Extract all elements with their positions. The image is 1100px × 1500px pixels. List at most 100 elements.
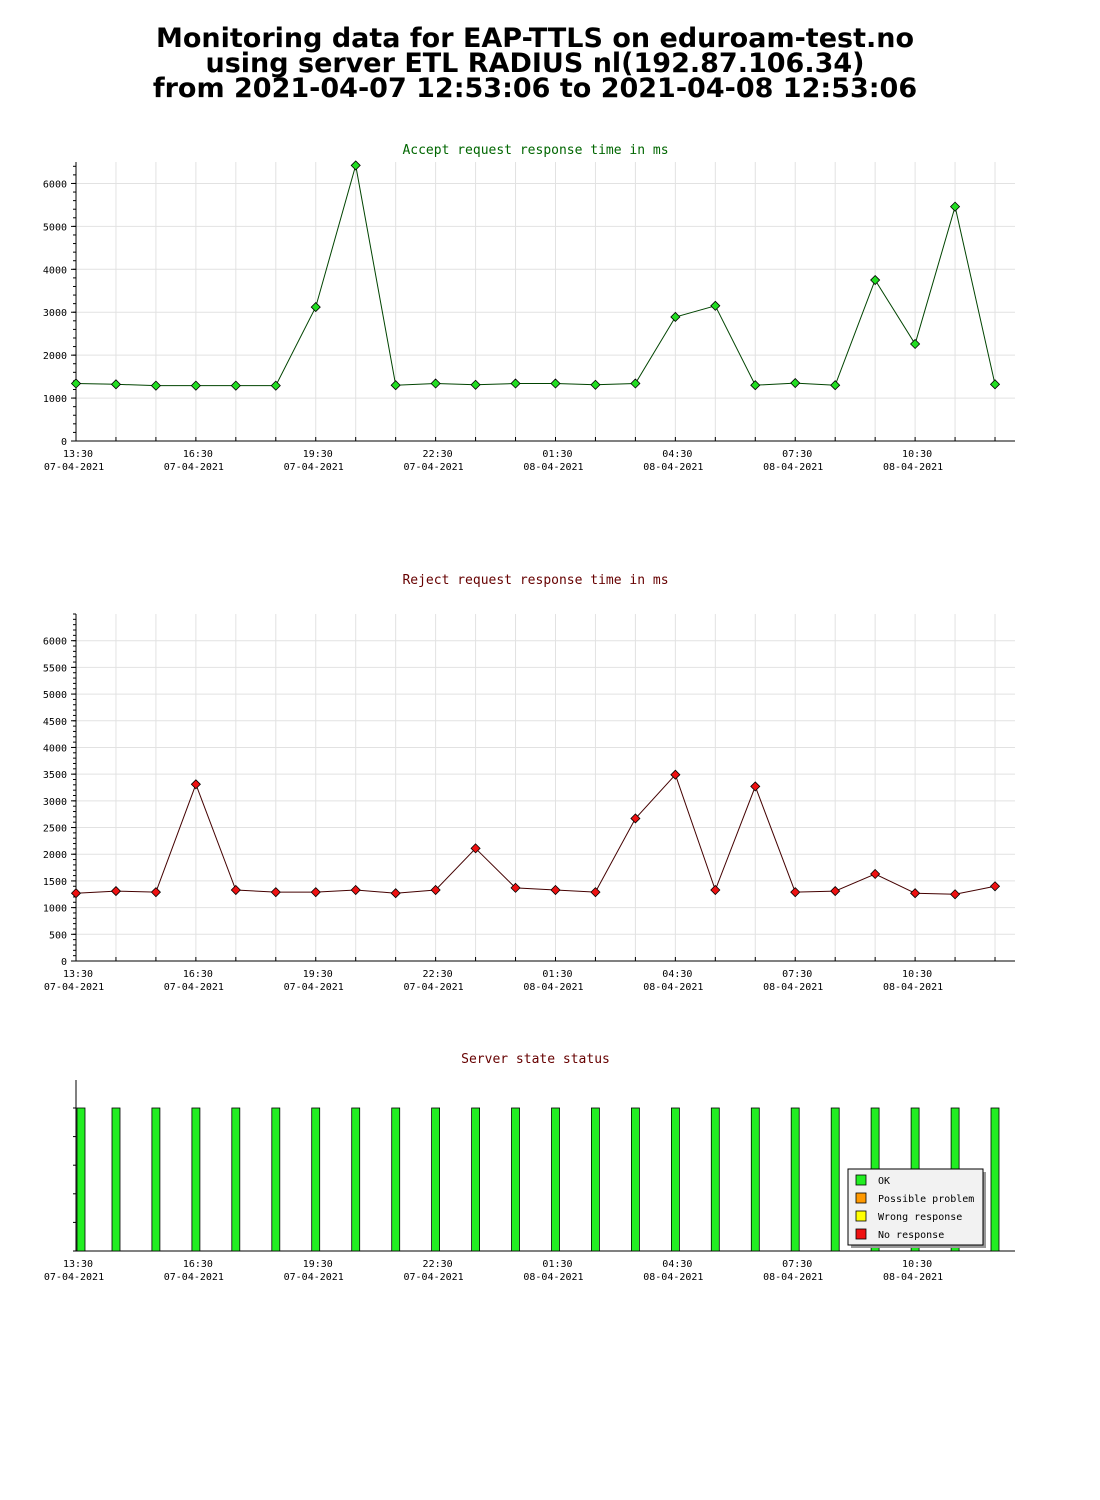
x-tick-label-date: 07-04-2021 xyxy=(284,462,344,473)
status-bar xyxy=(591,1107,600,1252)
data-point xyxy=(470,843,481,854)
title-line-2: using server ETL RADIUS nl(192.87.106.34… xyxy=(205,48,865,79)
data-point xyxy=(949,201,961,212)
data-point xyxy=(870,868,881,880)
y-tick-label: 2000 xyxy=(43,351,67,362)
x-tick-label-date: 07-04-2021 xyxy=(284,1272,344,1283)
x-tick-label-time: 13:30 xyxy=(63,969,93,980)
legend-label: OK xyxy=(878,1176,890,1187)
chart-title: Reject request response time in ms xyxy=(402,573,668,588)
x-tick-label-date: 08-04-2021 xyxy=(643,1272,703,1283)
data-point xyxy=(630,813,641,824)
legend-label: Possible problem xyxy=(878,1194,974,1205)
data-point xyxy=(430,378,441,389)
status-bar xyxy=(76,1107,86,1252)
x-tick-label-time: 07:30 xyxy=(782,969,812,980)
x-tick-label-time: 16:30 xyxy=(183,1259,213,1270)
x-tick-label-time: 10:30 xyxy=(902,969,932,980)
status-bar xyxy=(431,1107,441,1252)
y-tick-label: 3000 xyxy=(43,797,67,808)
x-tick-label-date: 08-04-2021 xyxy=(883,1272,943,1283)
data-point xyxy=(989,881,1001,892)
series-line xyxy=(75,773,996,895)
x-tick-label-date: 08-04-2021 xyxy=(643,982,703,993)
data-point xyxy=(70,378,82,389)
x-tick-label-date: 08-04-2021 xyxy=(763,1272,823,1283)
status-bar xyxy=(111,1107,121,1252)
x-tick-label-date: 07-04-2021 xyxy=(164,1272,224,1283)
data-point xyxy=(830,380,841,391)
y-tick-label: 500 xyxy=(49,930,67,941)
y-tick-label: 4000 xyxy=(43,265,67,276)
status-bar xyxy=(231,1107,241,1252)
status-bar xyxy=(311,1107,321,1252)
title-line-1: Monitoring data for EAP-TTLS on eduroam-… xyxy=(155,23,915,54)
data-point xyxy=(230,884,241,896)
data-point xyxy=(150,380,161,391)
x-tick-label-time: 04:30 xyxy=(662,449,692,460)
data-point xyxy=(230,380,241,391)
x-tick-label-date: 08-04-2021 xyxy=(643,462,703,473)
y-tick-label: 5500 xyxy=(43,663,67,674)
x-tick-label-time: 07:30 xyxy=(782,1259,812,1270)
y-tick-label: 3500 xyxy=(43,770,67,781)
status-bar xyxy=(710,1107,720,1252)
x-tick-label-time: 22:30 xyxy=(423,969,453,980)
data-point xyxy=(750,781,761,792)
x-tick-label-date: 07-04-2021 xyxy=(164,462,224,473)
data-point xyxy=(70,888,82,899)
y-tick-label: 6000 xyxy=(43,637,67,648)
status-bar xyxy=(351,1107,361,1252)
data-point xyxy=(110,886,122,897)
data-point xyxy=(710,884,721,896)
x-tick-label-time: 19:30 xyxy=(303,1259,333,1270)
x-tick-label-time: 13:30 xyxy=(63,449,93,460)
data-point xyxy=(550,884,561,896)
data-point xyxy=(989,379,1001,390)
data-point xyxy=(270,380,281,391)
y-tick-label: 4000 xyxy=(43,743,67,754)
y-tick-label: 1500 xyxy=(43,877,67,888)
data-point xyxy=(670,769,681,780)
data-point xyxy=(790,377,801,389)
data-point xyxy=(430,884,441,896)
status-bar xyxy=(830,1107,840,1252)
legend-swatch xyxy=(855,1192,867,1204)
status-bar xyxy=(631,1107,640,1252)
legend-label: Wrong response xyxy=(878,1212,962,1223)
x-tick-label-date: 08-04-2021 xyxy=(523,1272,583,1283)
y-tick-label: 5000 xyxy=(43,222,67,233)
chart-title: Server state status xyxy=(461,1052,610,1067)
x-tick-label-date: 07-04-2021 xyxy=(404,1272,464,1283)
y-tick-label: 6000 xyxy=(43,179,67,190)
series-line xyxy=(75,165,996,387)
x-tick-label-date: 08-04-2021 xyxy=(883,462,943,473)
x-tick-label-time: 22:30 xyxy=(423,1259,453,1270)
status-bar xyxy=(391,1107,401,1252)
x-tick-label-date: 08-04-2021 xyxy=(763,462,823,473)
y-tick-label: 1000 xyxy=(43,904,67,915)
x-tick-label-time: 04:30 xyxy=(662,1259,692,1270)
x-tick-label-date: 08-04-2021 xyxy=(883,982,943,993)
x-tick-label-time: 04:30 xyxy=(662,969,692,980)
status-bar xyxy=(790,1107,800,1252)
data-point xyxy=(310,302,321,313)
x-tick-label-time: 01:30 xyxy=(542,969,572,980)
title-line-3: from 2021-04-07 12:53:06 to 2021-04-08 1… xyxy=(152,73,918,104)
x-tick-label-time: 16:30 xyxy=(183,449,213,460)
data-point xyxy=(949,889,961,900)
x-tick-label-time: 19:30 xyxy=(303,969,333,980)
data-point xyxy=(710,300,721,311)
data-point xyxy=(910,888,921,899)
x-tick-label-date: 08-04-2021 xyxy=(523,462,583,473)
x-tick-label-time: 19:30 xyxy=(303,449,333,460)
x-tick-label-date: 07-04-2021 xyxy=(404,982,464,993)
data-point xyxy=(190,779,201,790)
status-bar xyxy=(511,1107,520,1252)
data-point xyxy=(510,882,521,893)
x-tick-label-date: 08-04-2021 xyxy=(523,982,583,993)
data-point xyxy=(790,887,801,898)
page-title: Monitoring data for EAP-TTLS on eduroam-… xyxy=(0,23,1070,104)
data-point xyxy=(190,380,201,391)
legend-swatch xyxy=(855,1228,867,1240)
